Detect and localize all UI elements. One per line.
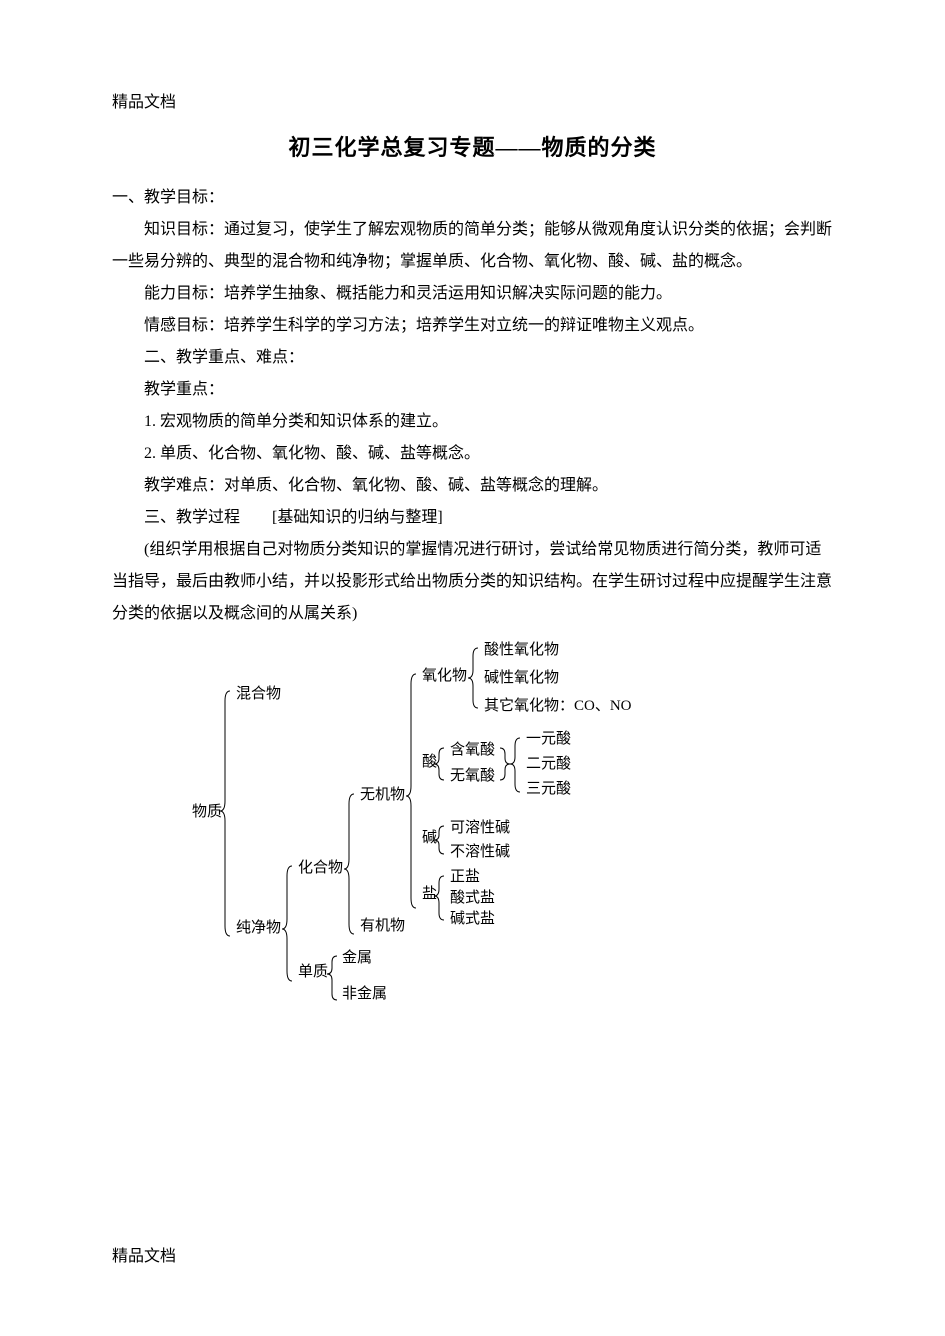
tree-salt-base: 碱式盐: [450, 910, 495, 927]
tree-base: 碱: [422, 829, 437, 846]
tree-acid-mono: 一元酸: [526, 730, 571, 747]
classification-tree-diagram: 物质 混合物 纯净物 化合物 单质 无机物 有机物 金属 非金属 氧化物 酸 碱…: [192, 636, 833, 1016]
tree-nonmetal: 非金属: [342, 985, 387, 1002]
tree-metal: 金属: [342, 949, 372, 966]
tree-acid-nonoxy: 无氧酸: [450, 767, 495, 784]
tree-root: 物质: [192, 803, 222, 820]
tree-element: 单质: [298, 963, 328, 980]
footer-label: 精品文档: [112, 1242, 176, 1266]
paragraph-difficulty: 教学难点：对单质、化合物、氧化物、酸、碱、盐等概念的理解。: [112, 470, 833, 502]
tree-salt-acid: 酸式盐: [450, 889, 495, 906]
tree-pure: 纯净物: [236, 919, 281, 936]
doc-title: 初三化学总复习专题——物质的分类: [112, 130, 833, 162]
tree-base-insoluble: 不溶性碱: [450, 843, 510, 860]
paragraph-section-2: 二、教学重点、难点：: [112, 342, 833, 374]
tree-inorganic: 无机物: [360, 786, 405, 803]
tree-acid-oxy: 含氧酸: [450, 741, 495, 758]
tree-salt-normal: 正盐: [450, 868, 480, 885]
tree-acid: 酸: [422, 753, 437, 770]
tree-compound: 化合物: [298, 859, 343, 876]
tree-oxide-acidic: 酸性氧化物: [484, 641, 559, 658]
paragraph-instruction: (组织学用根据自己对物质分类知识的掌握情况进行研讨，尝试给常见物质进行简分类，教…: [112, 534, 833, 630]
paragraph-keypoint-2: 2. 单质、化合物、氧化物、酸、碱、盐等概念。: [112, 438, 833, 470]
paragraph-knowledge-goal: 知识目标：通过复习，使学生了解宏观物质的简单分类；能够从微观角度认识分类的依据；…: [112, 214, 833, 278]
paragraph-keypoint-1: 1. 宏观物质的简单分类和知识体系的建立。: [112, 406, 833, 438]
tree-oxide: 氧化物: [422, 667, 467, 684]
paragraph-emotion-goal: 情感目标：培养学生科学的学习方法；培养学生对立统一的辩证唯物主义观点。: [112, 310, 833, 342]
tree-acid-di: 二元酸: [526, 755, 571, 772]
paragraph-section-3: 三、教学过程 [基础知识的归纳与整理]: [112, 502, 833, 534]
tree-base-soluble: 可溶性碱: [450, 819, 510, 836]
section-1-heading: 一、教学目标：: [112, 182, 833, 214]
paragraph-ability-goal: 能力目标：培养学生抽象、概括能力和灵活运用知识解决实际问题的能力。: [112, 278, 833, 310]
tree-acid-tri: 三元酸: [526, 780, 571, 797]
tree-mixture: 混合物: [236, 685, 281, 702]
tree-oxide-other: 其它氧化物：CO、NO: [484, 696, 632, 714]
tree-salt: 盐: [422, 885, 437, 902]
tree-oxide-basic: 碱性氧化物: [484, 669, 559, 686]
paragraph-keypoint-label: 教学重点：: [112, 374, 833, 406]
tree-organic: 有机物: [360, 917, 405, 934]
header-label: 精品文档: [112, 88, 833, 112]
